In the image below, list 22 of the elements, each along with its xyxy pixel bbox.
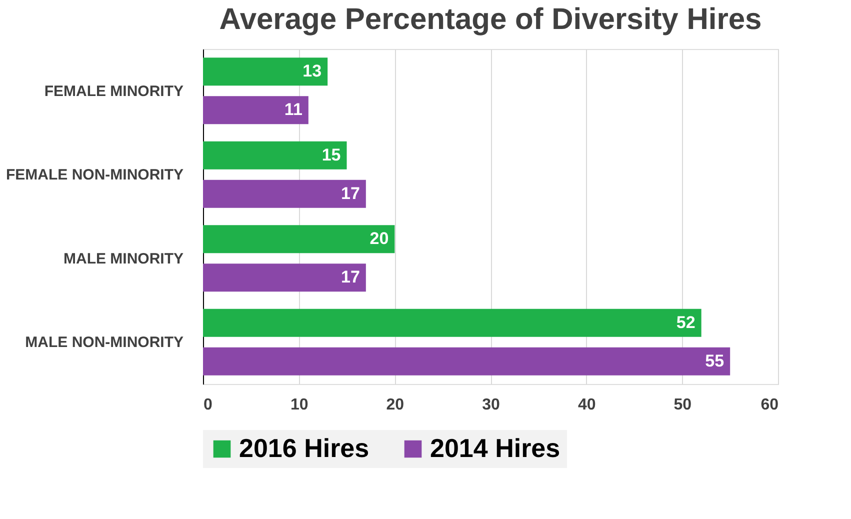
- data-label: 17: [340, 268, 360, 287]
- chart-title: Average Percentage of Diversity Hires: [219, 3, 762, 36]
- x-tick-label: 20: [386, 396, 404, 414]
- x-tick-label: 10: [290, 396, 308, 414]
- x-tick-label: 40: [578, 396, 596, 414]
- legend-label: 2016 Hires: [239, 433, 370, 463]
- data-label: 15: [322, 145, 341, 164]
- legend-label: 2014 Hires: [430, 433, 560, 463]
- data-label: 55: [705, 351, 724, 370]
- data-label: 17: [340, 184, 360, 203]
- x-tick-label: 50: [674, 396, 692, 414]
- data-label: 13: [302, 62, 322, 81]
- y-tick-label: MALE NON-MINORITY: [25, 334, 184, 352]
- y-tick-label: MALE MINORITY: [64, 250, 184, 268]
- data-label: 11: [284, 100, 302, 120]
- x-tick-label: 0: [204, 396, 212, 414]
- data-label: 20: [370, 229, 389, 248]
- y-tick-label: FEMALE MINORITY: [44, 82, 184, 100]
- x-tick-label: 30: [482, 396, 500, 414]
- x-tick-label: 60: [760, 396, 779, 414]
- data-label: 52: [676, 312, 696, 332]
- y-tick-label: FEMALE NON-MINORITY: [6, 166, 184, 184]
